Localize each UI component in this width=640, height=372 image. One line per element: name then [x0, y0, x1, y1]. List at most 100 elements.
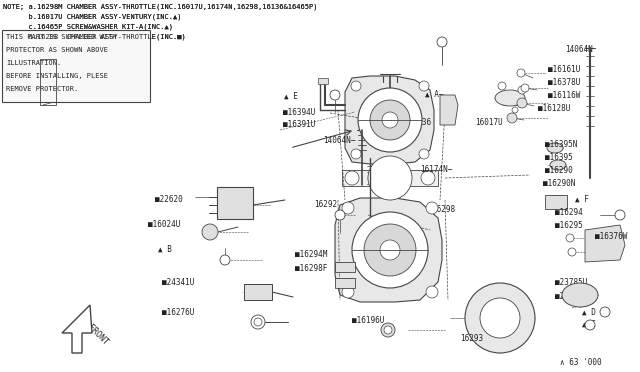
Bar [2, 30, 150, 102]
Circle shape [585, 320, 595, 330]
Text: ■16378U: ■16378U [548, 78, 580, 87]
Circle shape [615, 210, 625, 220]
Circle shape [380, 240, 400, 260]
Text: 16174N—: 16174N— [420, 165, 452, 174]
Text: 16136: 16136 [408, 118, 431, 127]
Circle shape [426, 286, 438, 298]
Circle shape [358, 88, 422, 152]
Text: ■16376W: ■16376W [595, 232, 627, 241]
Circle shape [364, 224, 416, 276]
Text: ■16294: ■16294 [555, 208, 583, 217]
Text: ■24341U: ■24341U [162, 278, 195, 287]
Text: ■16298F: ■16298F [295, 264, 328, 273]
Text: NOTE; a.16298M CHAMBER ASSY-THROTTLE(INC.16017U,16174N,16298,16136&16465P): NOTE; a.16298M CHAMBER ASSY-THROTTLE(INC… [3, 3, 317, 10]
Text: ■22620: ■22620 [155, 195, 183, 204]
Text: 16292: 16292 [314, 200, 337, 209]
Text: ■16294M: ■16294M [295, 250, 328, 259]
Text: ■16295: ■16295 [555, 221, 583, 230]
Text: b.16017U CHAMBER ASSY-VENTURY(INC.▲): b.16017U CHAMBER ASSY-VENTURY(INC.▲) [3, 13, 182, 19]
Circle shape [517, 69, 525, 77]
Circle shape [254, 318, 262, 326]
Text: ■16290N: ■16290N [543, 179, 575, 188]
Text: ■16116W: ■16116W [548, 91, 580, 100]
Circle shape [566, 234, 574, 242]
Text: 16293: 16293 [460, 334, 483, 343]
Circle shape [342, 286, 354, 298]
Circle shape [370, 100, 410, 140]
Circle shape [419, 81, 429, 91]
Text: ▲ E: ▲ E [284, 92, 298, 101]
Text: NOTE; a.16298M CHAMBER ASSY-THROTTLE(INC.16017U,16174N,16298,16136&16465P): NOTE; a.16298M CHAMBER ASSY-THROTTLE(INC… [3, 3, 317, 10]
Polygon shape [335, 198, 442, 302]
Text: ■16290: ■16290 [545, 166, 573, 175]
Text: ■16391U: ■16391U [283, 120, 316, 129]
Circle shape [498, 82, 506, 90]
Ellipse shape [495, 90, 525, 106]
Circle shape [220, 255, 230, 265]
Polygon shape [440, 95, 458, 125]
Circle shape [202, 224, 218, 240]
Text: d.16298  CHAMBER ASSY-THROTTLE(INC.■): d.16298 CHAMBER ASSY-THROTTLE(INC.■) [3, 33, 186, 39]
Text: ▲ F: ▲ F [575, 195, 589, 204]
Text: ■16395: ■16395 [545, 153, 573, 162]
Circle shape [352, 212, 428, 288]
Text: ▲ C: ▲ C [582, 320, 596, 329]
Circle shape [251, 315, 265, 329]
Bar [335, 278, 355, 288]
Circle shape [512, 107, 518, 113]
Text: ■16196U: ■16196U [352, 316, 385, 325]
Bar [342, 170, 438, 186]
Polygon shape [345, 76, 434, 164]
Polygon shape [62, 305, 92, 353]
Circle shape [384, 326, 392, 334]
Text: ■16395N: ■16395N [545, 140, 577, 149]
Text: ■16024U: ■16024U [148, 220, 180, 229]
Circle shape [419, 149, 429, 159]
Text: ▲ D: ▲ D [582, 308, 596, 317]
Circle shape [382, 112, 398, 128]
Text: ■23781U: ■23781U [555, 292, 588, 301]
Circle shape [568, 248, 576, 256]
Bar [545, 195, 567, 209]
Text: 14064N—: 14064N— [323, 136, 355, 145]
Text: b.16017U CHAMBER ASSY-VENTURY(INC.▲): b.16017U CHAMBER ASSY-VENTURY(INC.▲) [3, 13, 182, 19]
Circle shape [345, 171, 359, 185]
Text: ■23785U: ■23785U [555, 278, 588, 287]
Circle shape [480, 298, 520, 338]
Circle shape [351, 149, 361, 159]
Text: FRONT: FRONT [86, 323, 109, 347]
Circle shape [335, 210, 345, 220]
Ellipse shape [547, 143, 563, 153]
Ellipse shape [550, 160, 566, 170]
Text: ▲ B: ▲ B [158, 245, 172, 254]
Text: 16017U: 16017U [475, 118, 503, 127]
Circle shape [518, 86, 526, 94]
Circle shape [381, 323, 395, 337]
Text: d.16298  CHAMBER ASSY-THROTTLE(INC.■): d.16298 CHAMBER ASSY-THROTTLE(INC.■) [3, 33, 186, 39]
Circle shape [517, 98, 527, 108]
Polygon shape [585, 225, 625, 262]
Text: THIS PART IS SUPPLIED WITH: THIS PART IS SUPPLIED WITH [6, 34, 116, 40]
Text: ■16276U: ■16276U [162, 308, 195, 317]
Circle shape [421, 171, 435, 185]
Text: ▲ A—: ▲ A— [425, 90, 444, 99]
Text: c.16465P SCREW&WASHER KIT-A(INC.▲): c.16465P SCREW&WASHER KIT-A(INC.▲) [3, 23, 173, 29]
Circle shape [507, 113, 517, 123]
Circle shape [426, 202, 438, 214]
Bar [244, 284, 272, 300]
Circle shape [330, 90, 340, 100]
Text: PROTECTOR AS SHOWN ABOVE: PROTECTOR AS SHOWN ABOVE [6, 47, 108, 53]
Bar [40, 59, 56, 105]
Circle shape [368, 156, 412, 200]
Text: 14064N: 14064N [565, 45, 593, 54]
Text: ∧ 63 '000: ∧ 63 '000 [560, 358, 602, 367]
Circle shape [521, 84, 529, 92]
Text: ILLUSTRATION.: ILLUSTRATION. [6, 60, 61, 66]
Text: BEFORE INSTALLING, PLESE: BEFORE INSTALLING, PLESE [6, 73, 108, 79]
Circle shape [351, 81, 361, 91]
Text: REMOVE PROTECTOR.: REMOVE PROTECTOR. [6, 86, 78, 92]
Text: ■16394U: ■16394U [283, 108, 316, 117]
Circle shape [437, 37, 447, 47]
Ellipse shape [562, 283, 598, 307]
Circle shape [342, 202, 354, 214]
